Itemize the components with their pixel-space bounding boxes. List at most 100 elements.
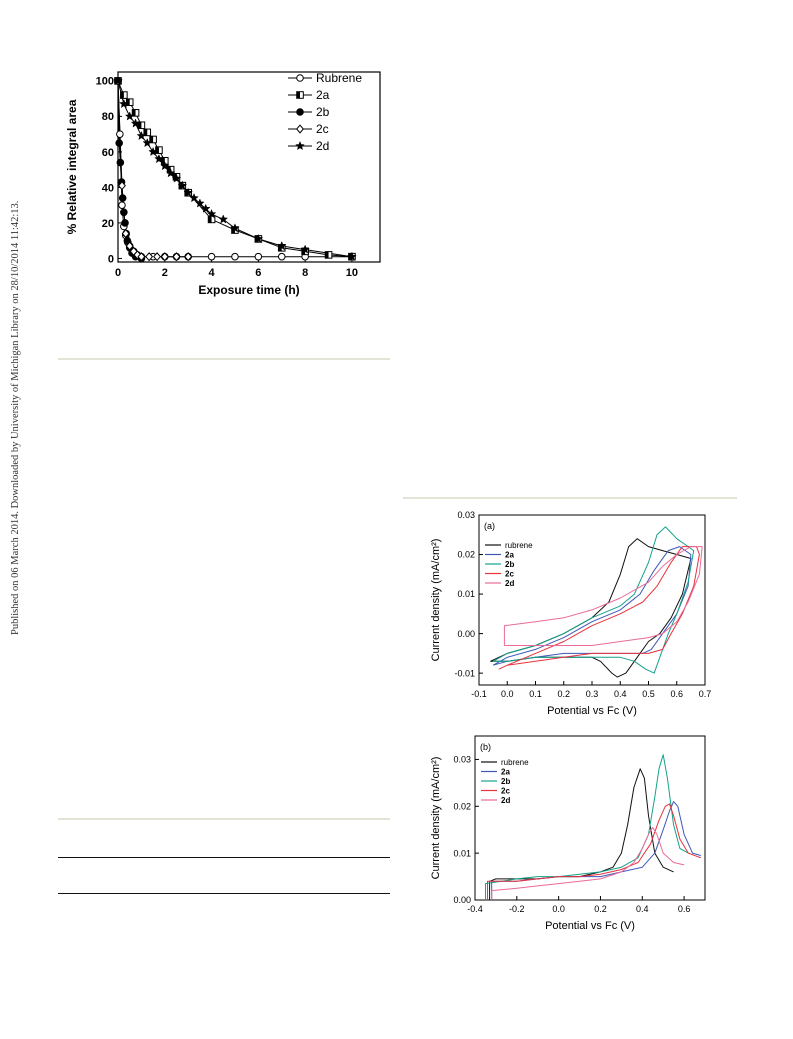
data-point [254, 252, 263, 261]
series-line-2d [491, 826, 685, 900]
x-tick-label: 0.5 [642, 689, 655, 699]
marker-fill [149, 136, 154, 143]
data-point [153, 252, 162, 262]
y-tick-label: 0.00 [453, 895, 471, 905]
legend-label: 2c [316, 122, 329, 136]
data-point [296, 74, 304, 82]
series-line-2b [485, 754, 689, 900]
y-tick-label: 0.03 [457, 510, 475, 520]
data-point [116, 158, 125, 167]
data-point [125, 98, 134, 106]
y-axis-label: Current density (mA/cm²) [430, 757, 442, 880]
data-point [125, 241, 134, 251]
table-rule [58, 893, 390, 894]
download-notice-text: Published on 06 March 2014. Downloaded b… [10, 200, 21, 635]
data-point [116, 130, 124, 138]
x-tick-label: 6 [255, 267, 261, 279]
y-tick-label: 20 [102, 218, 114, 230]
data-point [124, 111, 135, 121]
marker-fill [208, 216, 212, 223]
data-point [137, 121, 146, 130]
y-tick-label: -0.01 [454, 668, 475, 678]
x-tick-label: 4 [209, 267, 216, 279]
data-point [142, 137, 153, 148]
series-line-rubrene [489, 768, 674, 900]
data-point [130, 118, 141, 128]
y-axis-label: Current density (mA/cm²) [430, 539, 442, 662]
data-point [118, 194, 127, 202]
data-point [143, 128, 152, 137]
x-axis-label: Potential vs Fc (V) [545, 920, 635, 932]
plot-frame [117, 71, 381, 263]
x-tick-label: 0.6 [670, 689, 683, 699]
y-tick-label: 80 [102, 111, 114, 123]
data-point [121, 219, 129, 227]
marker-fill [143, 129, 148, 136]
data-point [184, 252, 193, 262]
data-point [177, 180, 188, 190]
data-point [148, 146, 158, 157]
data-point [231, 252, 239, 261]
data-point [137, 252, 146, 262]
legend-label: 2a [505, 551, 514, 560]
data-point [296, 124, 304, 134]
x-tick-label: 0.0 [552, 904, 565, 914]
x-tick-label: 10 [346, 267, 358, 279]
series-line-rubrene [490, 538, 692, 678]
data-point [149, 135, 157, 144]
x-tick-label: -0.1 [471, 689, 487, 699]
x-tick-label: 0.3 [586, 689, 599, 699]
marker-fill [132, 109, 136, 117]
data-point [295, 140, 305, 151]
x-tick-label: 0.4 [614, 689, 627, 699]
plot-frame [474, 735, 706, 901]
data-point [131, 109, 140, 117]
y-tick-label: 60 [102, 147, 114, 159]
data-point [189, 192, 199, 203]
y-tick-label: 0.03 [453, 755, 471, 765]
x-tick-label: 2 [162, 267, 168, 279]
legend-label: 2c [501, 787, 510, 796]
table-rule [58, 857, 390, 858]
cyclic-voltammetry-chart: -0.1 0.0 0.1 0.2 0.3 0.4 0.5 0.6 0.7 -0.01 0.00 0.0… [430, 510, 712, 717]
x-tick-label: 0 [115, 267, 121, 279]
series-line-2a [491, 801, 701, 900]
x-tick-label: 8 [302, 267, 308, 279]
x-tick-label: 0.4 [636, 904, 649, 914]
x-tick-label: 0.2 [594, 904, 607, 914]
data-point [324, 251, 333, 259]
data-point [296, 91, 304, 99]
x-tick-label: 0.6 [678, 904, 691, 914]
legend-label: Rubrene [316, 71, 362, 85]
data-point [183, 187, 194, 197]
x-tick-label: 0.1 [529, 689, 542, 699]
series-line-2c [498, 546, 700, 670]
data-point [159, 161, 170, 171]
data-point [347, 251, 357, 261]
legend-label: rubrene [501, 758, 529, 767]
y-tick-label: 0 [108, 253, 114, 265]
y-tick-label: 0.01 [453, 848, 471, 858]
legend-label: rubrene [505, 541, 533, 550]
y-tick-label: 0.02 [457, 550, 475, 560]
data-point [113, 75, 123, 85]
x-tick-label: 0.2 [557, 689, 570, 699]
data-point [230, 223, 240, 233]
marker-fill [126, 98, 130, 106]
series-line-2c [487, 803, 701, 900]
series-line-2d [503, 546, 703, 646]
legend-label: 2d [501, 796, 510, 805]
legend-label: 2d [505, 579, 514, 588]
marker-fill [173, 173, 177, 181]
x-axis-label: Exposure time (h) [198, 283, 299, 297]
data-point [171, 173, 182, 183]
legend-label: 2d [316, 139, 329, 153]
data-point [136, 130, 147, 141]
data-point [118, 201, 126, 209]
data-point [300, 244, 310, 254]
x-tick-label: 0.7 [699, 689, 712, 699]
data-point [195, 198, 205, 208]
data-point [207, 252, 216, 261]
y-tick-label: 40 [102, 182, 114, 194]
series-line-2b [492, 526, 695, 674]
